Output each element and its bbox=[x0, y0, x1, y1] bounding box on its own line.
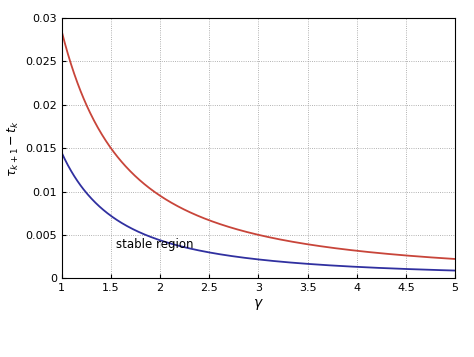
Text: stable region: stable region bbox=[116, 238, 193, 251]
our result bbox=[381, 251, 387, 256]
Yang's result bbox=[452, 268, 458, 273]
Yang's result bbox=[293, 261, 299, 265]
Yang's result bbox=[248, 256, 254, 261]
Yang's result bbox=[443, 268, 448, 272]
Yang's result bbox=[381, 266, 387, 270]
our result bbox=[452, 257, 458, 261]
Line: our result: our result bbox=[62, 31, 455, 259]
Yang's result bbox=[59, 150, 64, 155]
Yang's result bbox=[272, 259, 277, 263]
our result bbox=[272, 236, 277, 241]
our result bbox=[248, 231, 254, 235]
Yang's result bbox=[246, 256, 251, 260]
our result bbox=[246, 230, 251, 235]
Line: Yang's result: Yang's result bbox=[62, 152, 455, 271]
X-axis label: γ: γ bbox=[254, 296, 263, 310]
our result bbox=[443, 256, 448, 261]
our result bbox=[293, 240, 299, 245]
Y-axis label: $\tau_{k+1}-t_k$: $\tau_{k+1}-t_k$ bbox=[6, 120, 21, 177]
our result bbox=[59, 29, 64, 33]
